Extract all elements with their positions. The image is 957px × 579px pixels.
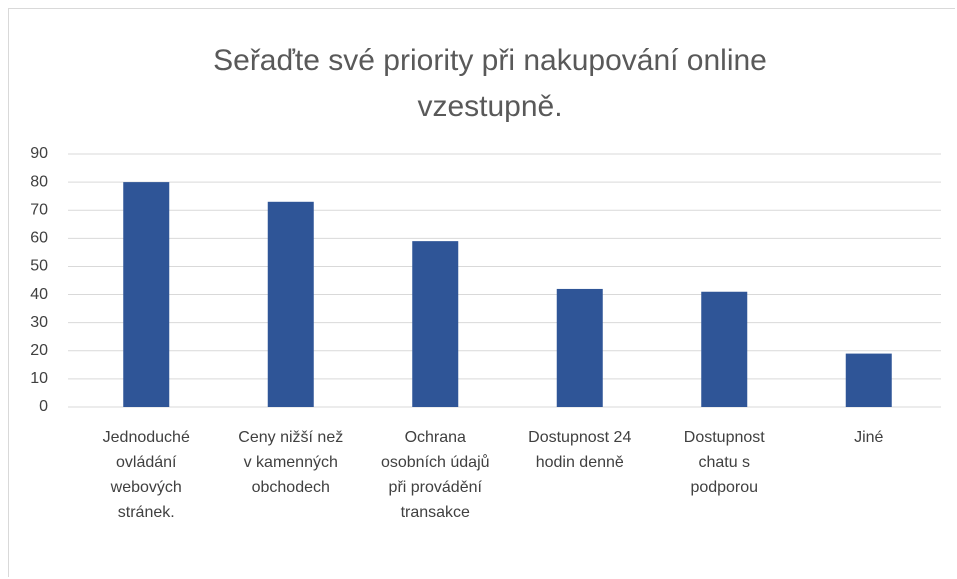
y-tick-label: 20 xyxy=(30,342,48,359)
y-tick-label: 0 xyxy=(39,398,48,415)
y-tick-label: 60 xyxy=(30,230,48,247)
y-tick-label: 80 xyxy=(30,173,48,190)
bar xyxy=(267,201,314,407)
bar xyxy=(556,288,603,407)
x-tick-label: Ochrana osobních údajů při provádění tra… xyxy=(380,429,490,521)
chart-title: Seřaďte své priority při nakupování onli… xyxy=(213,44,767,123)
bar xyxy=(701,291,748,407)
y-tick-label: 30 xyxy=(30,314,48,331)
bar xyxy=(845,353,892,407)
y-tick-label: 50 xyxy=(30,258,48,275)
x-tick-label: Dostupnost chatu s podporou xyxy=(683,429,765,496)
y-tick-label: 70 xyxy=(30,201,48,218)
x-tick-label: Jiné xyxy=(854,429,884,446)
bar xyxy=(123,182,170,407)
bar xyxy=(412,241,459,407)
y-tick-label: 10 xyxy=(30,370,48,387)
y-tick-label: 90 xyxy=(30,145,48,162)
x-tick-label: Jednoduché ovládání webových stránek. xyxy=(102,429,190,521)
y-tick-label: 40 xyxy=(30,286,48,303)
x-tick-label: Dostupnost 24 hodin denně xyxy=(528,429,632,471)
chart-frame xyxy=(8,8,955,577)
x-tick-label: Ceny nižší než v kamenných obchodech xyxy=(238,429,344,496)
